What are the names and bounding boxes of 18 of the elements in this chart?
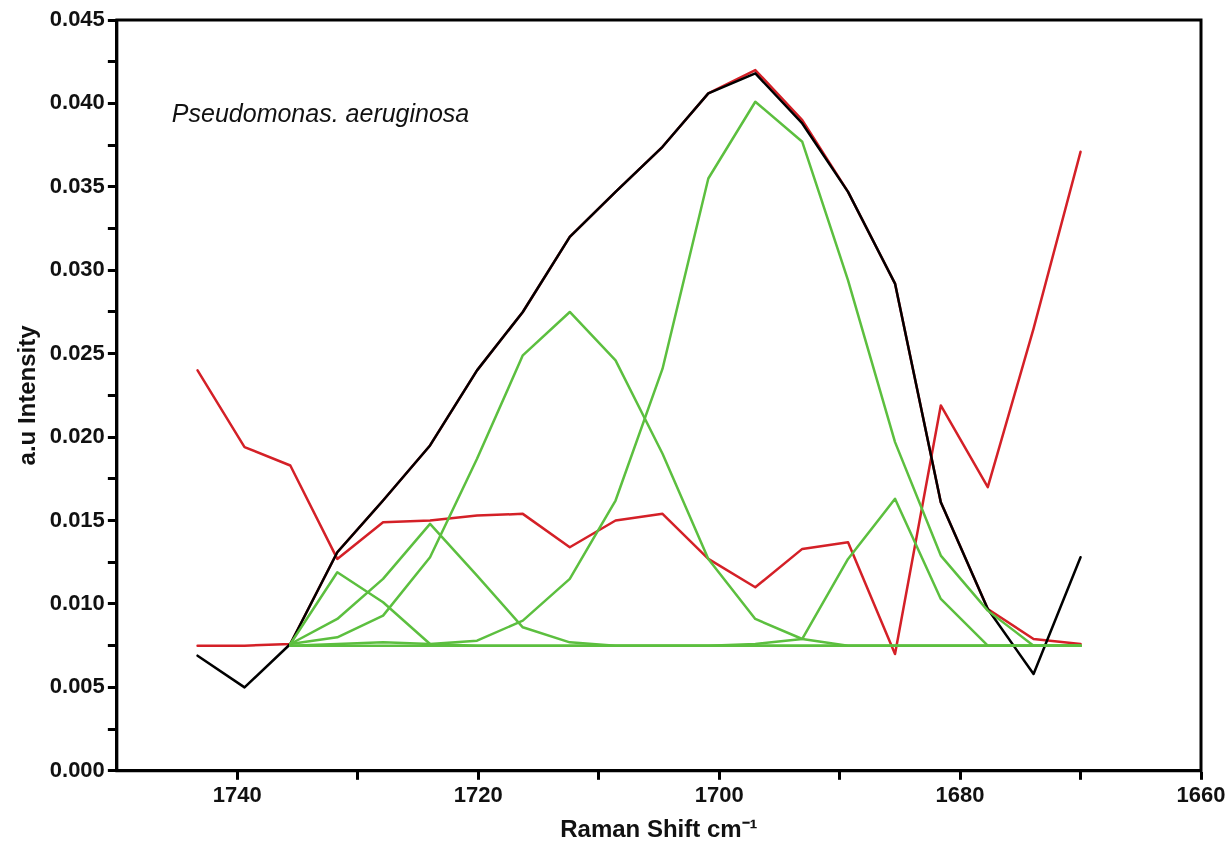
y-tick-label: 0.025 [49,339,105,365]
x-tick-label: 1700 [694,782,744,808]
x-tick-label: 1720 [453,782,503,808]
y-tick-label: 0.015 [49,506,105,532]
y-tick-label: 0.010 [49,590,105,616]
y-tick-label: 0.000 [49,756,105,782]
x-tick-label: 1660 [1176,782,1226,808]
y-tick-label: 0.030 [49,256,105,282]
x-axis-title: Raman Shift cm⁻¹ [560,815,758,843]
x-tick-label: 1740 [212,782,262,808]
y-tick-label: 0.020 [49,423,105,449]
y-tick-label: 0.005 [49,673,105,699]
annotation: Pseudomonas. aeruginosa [171,98,470,127]
x-tick-label: 1680 [935,782,985,808]
y-tick-label: 0.035 [49,172,105,198]
y-tick-label: 0.045 [49,6,105,32]
y-axis-title: a.u Intensity [13,324,41,466]
y-tick-label: 0.040 [49,89,105,115]
